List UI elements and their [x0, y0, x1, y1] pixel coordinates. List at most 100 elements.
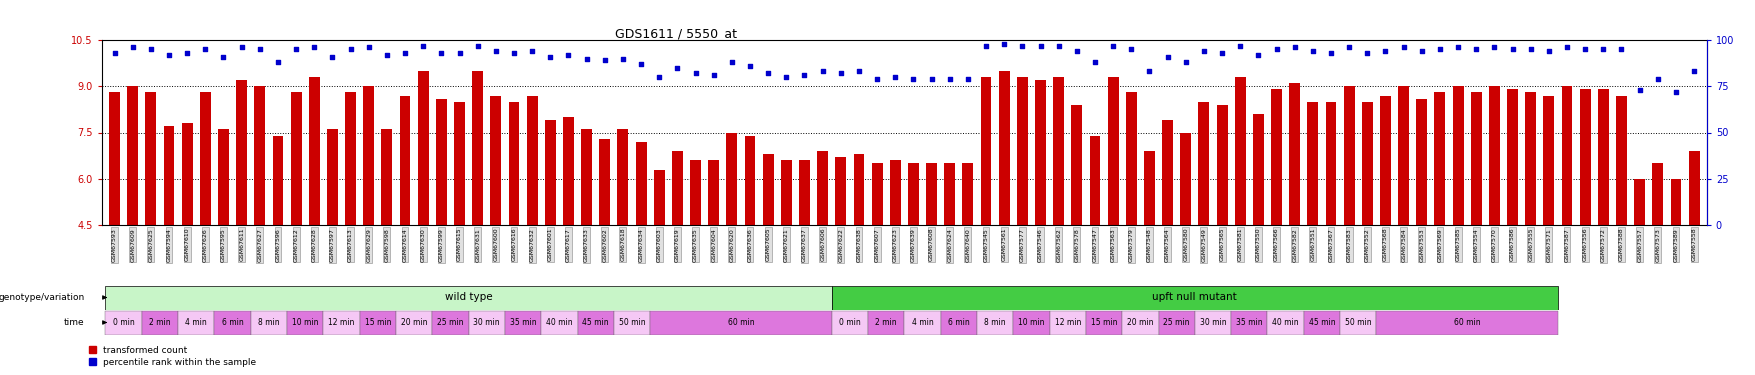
Point	[1408, 48, 1436, 54]
Text: 2 min: 2 min	[876, 318, 897, 327]
FancyBboxPatch shape	[1085, 310, 1121, 334]
Point	[1171, 59, 1199, 65]
FancyBboxPatch shape	[323, 310, 360, 334]
FancyBboxPatch shape	[904, 310, 941, 334]
Bar	[1362, 102, 1372, 225]
Text: upft null mutant: upft null mutant	[1151, 292, 1237, 303]
Bar	[218, 129, 228, 225]
FancyBboxPatch shape	[649, 310, 832, 334]
FancyBboxPatch shape	[432, 310, 469, 334]
Bar	[870, 164, 883, 225]
Text: 0 min: 0 min	[112, 318, 135, 327]
Bar	[618, 129, 628, 225]
Bar	[346, 92, 356, 225]
Bar	[1651, 164, 1662, 225]
FancyBboxPatch shape	[867, 310, 904, 334]
Text: 15 min: 15 min	[365, 318, 391, 327]
Text: 25 min: 25 min	[1164, 318, 1190, 327]
FancyBboxPatch shape	[142, 310, 177, 334]
Bar	[1580, 89, 1590, 225]
Point	[1044, 42, 1072, 48]
Text: 40 min: 40 min	[1272, 318, 1299, 327]
Bar	[781, 160, 792, 225]
FancyBboxPatch shape	[286, 310, 323, 334]
Point	[698, 72, 727, 78]
Bar	[1634, 179, 1644, 225]
Bar	[435, 99, 446, 225]
Point	[300, 44, 328, 50]
Bar	[1288, 83, 1299, 225]
Point	[1425, 46, 1453, 52]
Bar	[526, 96, 537, 225]
Point	[735, 63, 763, 69]
Bar	[1343, 86, 1353, 225]
Bar	[999, 71, 1009, 225]
Point	[1316, 50, 1344, 56]
Bar	[490, 96, 500, 225]
Point	[1190, 48, 1218, 54]
FancyBboxPatch shape	[1049, 310, 1085, 334]
Point	[355, 44, 383, 50]
Bar	[1125, 92, 1135, 225]
Bar	[1088, 136, 1100, 225]
Point	[191, 46, 219, 52]
Point	[953, 76, 981, 82]
Bar	[1179, 132, 1190, 225]
FancyBboxPatch shape	[105, 285, 832, 309]
Text: 8 min: 8 min	[258, 318, 279, 327]
Text: 6 min: 6 min	[221, 318, 244, 327]
Bar	[1416, 99, 1427, 225]
Bar	[363, 86, 374, 225]
Point	[1516, 46, 1544, 52]
Bar	[1397, 86, 1408, 225]
FancyBboxPatch shape	[541, 310, 577, 334]
Bar	[418, 71, 428, 225]
Point	[827, 70, 855, 76]
Point	[246, 46, 274, 52]
Point	[1262, 46, 1290, 52]
FancyBboxPatch shape	[614, 310, 649, 334]
Text: 0 min: 0 min	[839, 318, 860, 327]
Bar	[1253, 114, 1264, 225]
Point	[881, 74, 909, 80]
Point	[1353, 50, 1381, 56]
FancyBboxPatch shape	[395, 310, 432, 334]
Bar	[1034, 80, 1046, 225]
Text: time: time	[63, 318, 84, 327]
Text: 8 min: 8 min	[985, 318, 1006, 327]
Bar	[925, 164, 937, 225]
Point	[100, 50, 128, 56]
FancyBboxPatch shape	[1267, 310, 1302, 334]
Bar	[1307, 102, 1318, 225]
Point	[1299, 48, 1327, 54]
FancyBboxPatch shape	[214, 310, 251, 334]
Bar	[890, 160, 900, 225]
Text: 35 min: 35 min	[1236, 318, 1262, 327]
Point	[518, 48, 546, 54]
Point	[935, 76, 963, 82]
Bar	[381, 129, 391, 225]
Bar	[254, 86, 265, 225]
Point	[372, 52, 400, 58]
Text: 45 min: 45 min	[583, 318, 609, 327]
Point	[1007, 42, 1035, 48]
Bar	[1525, 92, 1536, 225]
FancyBboxPatch shape	[1013, 310, 1049, 334]
Point	[790, 72, 818, 78]
Legend: transformed count, percentile rank within the sample: transformed count, percentile rank withi…	[90, 346, 256, 367]
Bar	[598, 139, 611, 225]
Text: 12 min: 12 min	[1055, 318, 1081, 327]
Point	[753, 70, 781, 76]
Text: 15 min: 15 min	[1090, 318, 1116, 327]
FancyBboxPatch shape	[832, 310, 867, 334]
Bar	[237, 80, 247, 225]
FancyBboxPatch shape	[577, 310, 614, 334]
Text: GDS1611 / 5550_at: GDS1611 / 5550_at	[614, 27, 735, 40]
Bar	[1488, 86, 1499, 225]
Text: 20 min: 20 min	[400, 318, 426, 327]
Text: 60 min: 60 min	[727, 318, 755, 327]
Point	[899, 76, 927, 82]
Bar	[181, 123, 193, 225]
Point	[1479, 44, 1508, 50]
Point	[481, 48, 509, 54]
